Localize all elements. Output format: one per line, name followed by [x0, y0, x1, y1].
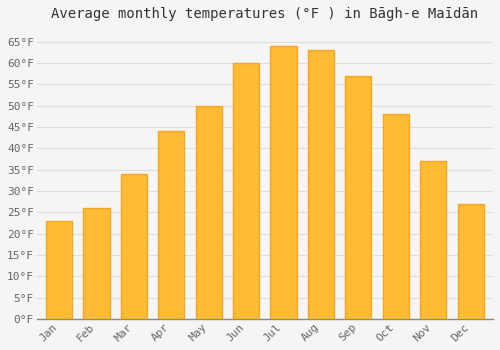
Bar	[308, 50, 334, 319]
Bar	[458, 204, 483, 319]
Bar	[46, 221, 72, 319]
Bar	[196, 106, 222, 319]
Title: Average monthly temperatures (°F ) in Bāgh-e Maīdān: Average monthly temperatures (°F ) in Bā…	[52, 7, 478, 21]
Bar	[382, 114, 409, 319]
Bar	[270, 46, 296, 319]
Bar	[84, 208, 110, 319]
Bar	[346, 76, 372, 319]
Bar	[420, 161, 446, 319]
Bar	[233, 63, 260, 319]
Bar	[158, 131, 184, 319]
Bar	[121, 174, 147, 319]
